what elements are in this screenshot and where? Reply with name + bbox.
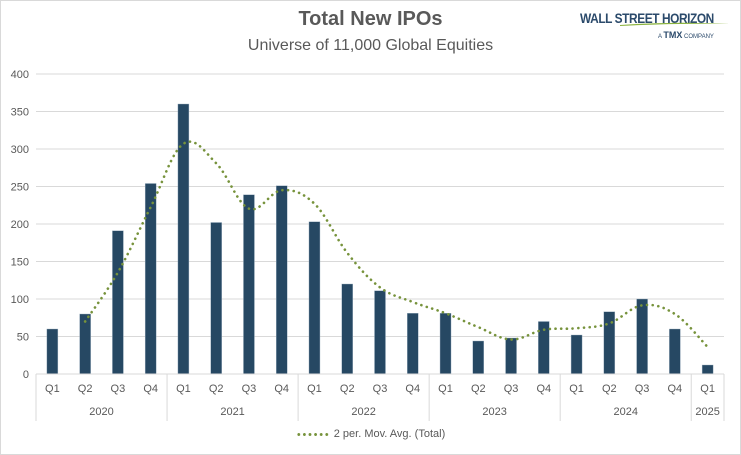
year-group-label: 2022 (351, 406, 375, 418)
chart-title: Total New IPOs (298, 8, 443, 30)
x-tick-label: Q1 (438, 383, 453, 395)
logo-name: WALL STREET HORIZON (580, 10, 714, 26)
y-tick-label: 150 (11, 257, 29, 269)
bar (439, 313, 452, 375)
bar (603, 311, 616, 375)
x-tick-label: Q4 (405, 383, 420, 395)
bar (177, 103, 190, 375)
legend: 2 per. Mov. Avg. (Total) (0, 428, 741, 440)
bar (505, 337, 517, 375)
bar (636, 298, 648, 375)
x-tick-label: Q2 (209, 383, 224, 395)
wall-street-horizon-logo: WALL STREET HORIZON A TMX COMPANY (580, 10, 730, 48)
bar (308, 221, 321, 375)
x-tick-label: Q2 (78, 383, 93, 395)
x-tick-label: Q3 (111, 383, 126, 395)
x-tick-label: Q1 (569, 383, 584, 395)
bar (144, 183, 157, 375)
y-tick-label: 50 (17, 332, 29, 344)
legend-label: 2 per. Mov. Avg. (Total) (333, 428, 446, 440)
chart-subtitle: Universe of 11,000 Global Equities (247, 37, 494, 54)
y-tick-label: 350 (11, 107, 29, 119)
logo-tagline-brand: TMX (663, 30, 683, 40)
bar (472, 340, 484, 375)
x-tick-label: Q4 (668, 383, 683, 395)
year-group-label: 2021 (220, 406, 244, 418)
bar-series (46, 103, 714, 375)
bar (570, 334, 583, 375)
bar (669, 328, 681, 375)
year-group-label: 2024 (613, 406, 637, 418)
y-tick-label: 0 (23, 369, 29, 381)
x-axis: Q1 Q2 Q3 Q4 Q1 Q2 Q3 Q4 Q1 Q2 Q3 Q4 Q1 Q2 Q3 Q4 Q1 Q2 Q3 Q4… (35, 373, 725, 421)
x-tick-label: Q4 (536, 383, 551, 395)
y-axis-ticks: 0 50 100 150 200 250 300 350 400 (11, 69, 29, 381)
bar (46, 328, 59, 375)
bar (79, 313, 91, 375)
logo-tagline: A TMX COMPANY (658, 30, 714, 40)
y-tick-label: 300 (11, 144, 29, 156)
bar (112, 230, 124, 375)
logo-tagline-suffix: COMPANY (684, 34, 714, 40)
x-tick-label: Q1 (700, 383, 715, 395)
legend-dotted-line-icon (295, 432, 330, 436)
year-group-label: 2020 (89, 406, 113, 418)
bar (210, 222, 222, 375)
logo-swoosh-icon (620, 22, 730, 26)
y-tick-label: 100 (11, 294, 29, 306)
x-tick-label: Q2 (471, 383, 486, 395)
y-tick-label: 400 (11, 69, 29, 81)
bar (276, 185, 288, 375)
x-tick-label: Q2 (340, 383, 355, 395)
x-tick-label: Q1 (307, 383, 322, 395)
x-tick-label: Q1 (176, 383, 191, 395)
x-tick-label: Q3 (373, 383, 388, 395)
x-tick-label: Q1 (45, 383, 60, 395)
x-tick-label: Q4 (274, 383, 289, 395)
x-tick-label: Q3 (242, 383, 257, 395)
bar (341, 283, 353, 375)
bar (701, 364, 714, 375)
bar (407, 313, 419, 375)
year-group-label: 2023 (482, 406, 506, 418)
year-group-label: 2025 (695, 406, 719, 418)
x-tick-label: Q2 (602, 383, 617, 395)
logo-tagline-prefix: A (658, 34, 662, 40)
bar (243, 194, 255, 375)
x-tick-label: Q3 (504, 383, 519, 395)
x-tick-label: Q3 (635, 383, 650, 395)
y-tick-label: 200 (11, 219, 29, 231)
y-tick-label: 250 (11, 182, 29, 194)
x-tick-label: Q4 (143, 383, 158, 395)
bar (374, 290, 386, 375)
